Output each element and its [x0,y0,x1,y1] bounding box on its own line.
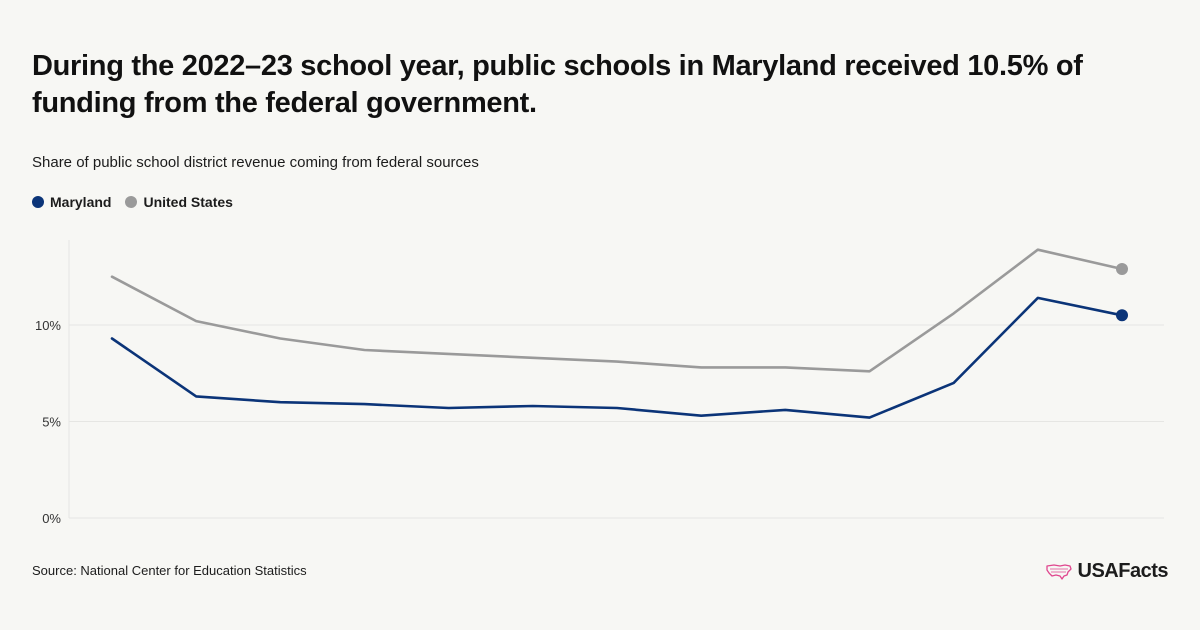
data-point-united-states[interactable] [446,351,452,357]
data-point-united-states[interactable] [193,318,199,324]
data-point-united-states[interactable] [614,359,620,365]
y-tick-label: 0% [42,511,61,526]
legend-label-united-states: United States [143,194,233,210]
data-point-maryland[interactable] [446,405,452,411]
chart-title: During the 2022–23 school year, public s… [32,50,1083,119]
us-map-icon [1045,563,1072,580]
source-note: Source: National Center for Education St… [32,563,307,578]
y-axis: 0% 5% 10% [35,318,61,526]
legend: Maryland United States [32,194,233,210]
legend-swatch-maryland [32,196,44,208]
data-point-maryland[interactable] [277,399,283,405]
legend-item-maryland[interactable]: Maryland [32,194,111,210]
data-point-united-states[interactable] [1035,247,1041,253]
data-point-maryland[interactable] [951,380,957,386]
data-point-united-states[interactable] [362,347,368,353]
data-point-maryland[interactable] [1035,295,1041,301]
data-point-maryland[interactable] [109,335,115,341]
series-layer [109,247,1128,421]
series-line-maryland[interactable] [110,296,1124,419]
data-point-maryland[interactable] [614,405,620,411]
data-point-united-states[interactable] [698,364,704,370]
data-point-maryland[interactable] [530,403,536,409]
y-tick-label: 10% [35,318,61,333]
data-point-united-states[interactable] [867,368,873,374]
legend-item-united-states[interactable]: United States [125,194,233,210]
data-point-united-states[interactable] [782,364,788,370]
brand-name: USAFacts [1077,560,1169,582]
data-point-united-states[interactable] [951,310,957,316]
data-point-maryland[interactable] [193,393,199,399]
data-point-united-states[interactable] [109,274,115,280]
end-point-maryland[interactable] [1116,309,1128,322]
data-point-maryland[interactable] [362,401,368,407]
data-point-united-states[interactable] [277,335,283,341]
data-point-maryland[interactable] [782,407,788,413]
data-point-maryland[interactable] [867,415,873,421]
series-line-united-states[interactable] [110,248,1124,373]
legend-swatch-united-states [125,196,138,208]
grid-layer [68,240,1164,519]
brand-logo[interactable]: USAFacts [1045,560,1169,583]
data-point-united-states[interactable] [530,355,536,361]
chart-subtitle: Share of public school district revenue … [32,154,479,171]
legend-label-maryland: Maryland [50,194,112,210]
y-tick-label: 5% [42,414,61,429]
end-point-united-states[interactable] [1116,262,1128,275]
data-point-maryland[interactable] [698,413,704,419]
